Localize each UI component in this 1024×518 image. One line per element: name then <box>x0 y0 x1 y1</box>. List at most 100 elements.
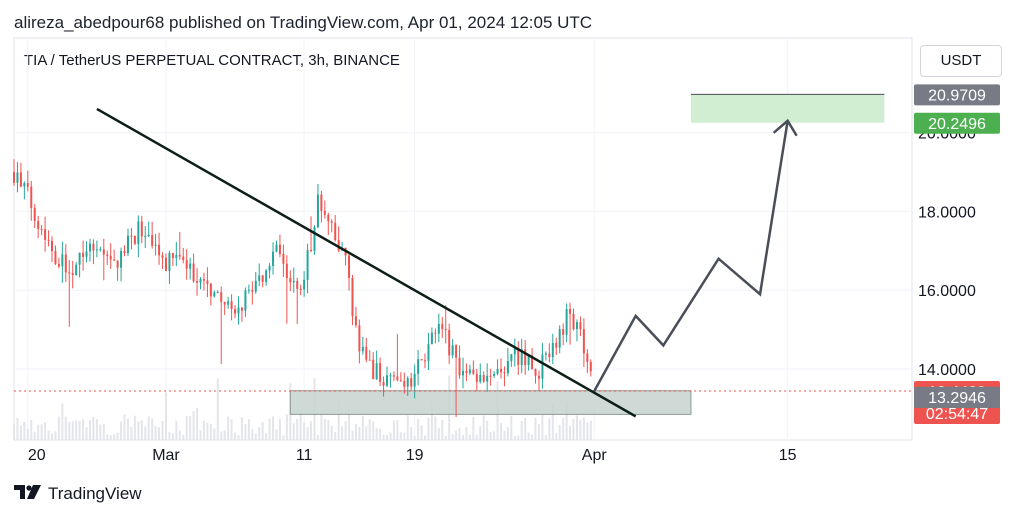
candle-body <box>365 346 368 360</box>
candle-body <box>23 183 26 187</box>
candle-body <box>75 264 78 276</box>
candle-body <box>137 221 140 244</box>
x-tick-label: Apr <box>582 447 608 464</box>
candle-body <box>444 329 447 331</box>
volume-bar <box>358 427 361 440</box>
volume-bar <box>493 431 496 440</box>
volume-bar <box>520 420 523 440</box>
candle-body <box>254 280 257 292</box>
volume-bar <box>444 435 447 440</box>
candle-body <box>465 370 468 373</box>
candle-body <box>40 228 43 230</box>
candle-body <box>375 363 378 380</box>
volume-bar <box>479 426 482 440</box>
candle-body <box>192 263 195 282</box>
target-zone <box>690 94 885 123</box>
candle-body <box>71 273 74 276</box>
candle-body <box>109 255 112 260</box>
candle-body <box>303 279 306 290</box>
volume-bar <box>196 408 199 440</box>
price-label: 13.2946 <box>928 390 986 407</box>
candle-body <box>472 369 475 374</box>
volume-bar <box>71 421 74 440</box>
volume-bar <box>254 433 257 440</box>
volume-bar <box>582 417 585 440</box>
volume-bar <box>268 418 271 440</box>
candle-body <box>123 250 126 254</box>
candle-body <box>50 240 53 252</box>
volume-bar <box>468 434 471 440</box>
projected-path-arrowhead <box>772 118 798 137</box>
volume-bar <box>548 418 551 440</box>
candle-body <box>44 229 47 240</box>
candle-body <box>227 301 230 305</box>
candle-body <box>503 372 506 374</box>
volume-bar <box>365 426 368 440</box>
volume-bar <box>185 415 188 440</box>
candle-body <box>185 260 188 269</box>
volume-bar <box>351 430 354 440</box>
candle-body <box>424 360 427 362</box>
volume-bar <box>489 432 492 440</box>
candle-body <box>299 288 302 290</box>
volume-bar <box>299 411 302 440</box>
currency-button[interactable]: USDT <box>920 45 1002 77</box>
candle-body <box>289 278 292 283</box>
volume-bar <box>430 404 433 440</box>
candle-body <box>562 329 565 335</box>
candle-body <box>493 373 496 376</box>
volume-bar <box>64 416 67 440</box>
publication-info: alireza_abedpour68 published on TradingV… <box>14 13 593 32</box>
candle-body <box>258 275 261 281</box>
candle-body <box>403 380 406 387</box>
volume-bar <box>227 416 230 440</box>
trendline <box>96 107 637 418</box>
candle-body <box>230 301 233 310</box>
candle-body <box>462 370 464 376</box>
volume-bar <box>123 414 126 440</box>
volume-bar <box>144 426 147 440</box>
candle-body <box>120 250 123 268</box>
volume-bar <box>47 430 50 440</box>
volume-bar <box>382 434 385 440</box>
tradingview-logo-icon <box>14 484 42 504</box>
volume-bar <box>524 418 527 440</box>
volume-bar <box>199 430 202 440</box>
volume-bar <box>216 378 219 440</box>
price-label-bg <box>914 112 1000 134</box>
volume-bar <box>503 430 506 440</box>
volume-bar <box>78 420 81 440</box>
volume-bar <box>30 419 33 440</box>
candle-body <box>272 251 275 266</box>
volume-bar <box>151 418 154 440</box>
candle-body <box>196 281 199 283</box>
candle-body <box>531 355 534 370</box>
volume-bar <box>386 435 389 440</box>
volume-bars <box>13 375 592 440</box>
symbol-title: TIA / TetherUS PERPETUAL CONTRACT, 3h, B… <box>24 52 400 69</box>
candle-body <box>486 375 489 382</box>
volume-bar <box>337 397 340 440</box>
volume-bar <box>475 435 478 440</box>
volume-bar <box>230 419 233 440</box>
footer: TradingView <box>14 484 142 504</box>
candle-body <box>534 369 537 376</box>
candle-body <box>489 375 492 377</box>
candle-body <box>82 252 85 257</box>
volume-bar <box>158 427 161 440</box>
volume-bar <box>13 424 15 440</box>
candle-body <box>282 254 285 264</box>
volume-bar <box>189 416 192 440</box>
volume-bar <box>399 432 402 440</box>
annotation-lines <box>14 107 912 418</box>
price-label-bg <box>914 386 1000 408</box>
volume-bar <box>586 422 589 440</box>
volume-bar <box>206 422 209 440</box>
candle-body <box>171 253 174 258</box>
candle-body <box>455 345 458 358</box>
volume-bar <box>192 411 195 440</box>
candle-body <box>327 214 330 222</box>
projected-path <box>593 120 789 392</box>
volume-bar <box>182 434 185 440</box>
